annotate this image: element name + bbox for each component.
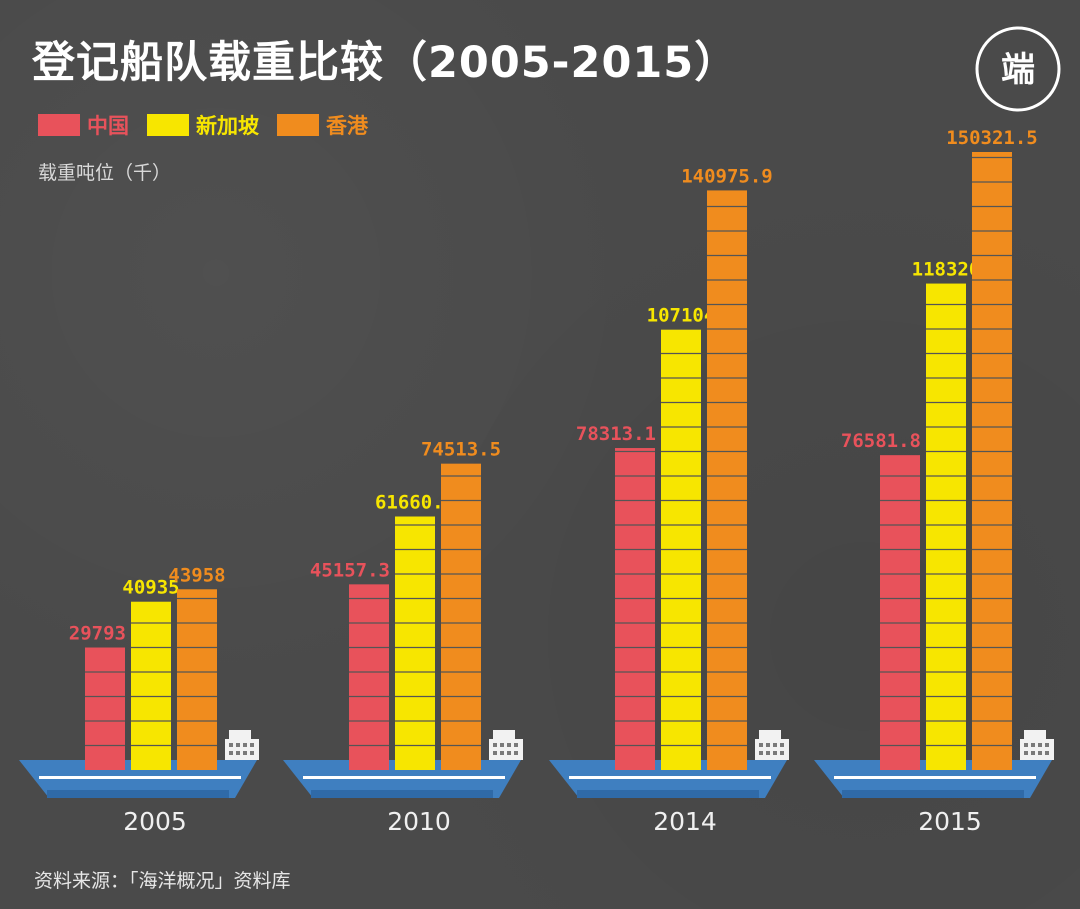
legend-item-singapore: 新加坡 — [147, 110, 259, 140]
bar-2015-2 — [972, 152, 1012, 770]
bar-2010-0 — [349, 584, 389, 770]
ship-stripe-2005 — [39, 776, 241, 779]
bar-group-2010: 45157.3 61660.4 74513.5 2010 — [283, 439, 523, 836]
bar-2005-0 — [85, 647, 125, 770]
legend-item-china: 中国 — [38, 110, 129, 140]
legend-label-singapore: 新加坡 — [196, 114, 259, 138]
ship-stripe-2014 — [569, 776, 771, 779]
y-axis-label: 载重吨位（千） — [38, 162, 172, 184]
legend-swatch-hongkong — [277, 114, 319, 136]
data-label-2010-1: 61660.4 — [375, 492, 455, 514]
bar-2014-2 — [707, 190, 747, 771]
category-label-2010: 2010 — [387, 807, 451, 836]
ship-bridge-icon — [489, 730, 523, 760]
bar-2010-2 — [441, 463, 481, 770]
data-label-2015-1: 118320 — [912, 259, 981, 281]
ship-stripe-2015 — [834, 776, 1036, 779]
bar-2005-1 — [131, 601, 171, 770]
legend-swatch-china — [38, 114, 80, 136]
ship-bridge-icon — [1020, 730, 1054, 760]
legend: 中国 新加坡 香港 — [38, 110, 368, 140]
legend-item-hongkong: 香港 — [277, 110, 368, 140]
legend-swatch-singapore — [147, 114, 189, 136]
category-label-2014: 2014 — [653, 807, 717, 836]
data-label-2014-0: 78313.1 — [576, 423, 656, 445]
ship-keel-2005 — [47, 790, 229, 798]
bar-2014-0 — [615, 448, 655, 770]
category-label-2015: 2015 — [918, 807, 982, 836]
ship-bridge-icon — [225, 730, 259, 760]
category-label-2005: 2005 — [123, 807, 187, 836]
data-label-2005-0: 29793 — [69, 623, 126, 645]
source-note: 资料来源：「海洋概况」资料库 — [34, 870, 291, 892]
chart-title: 登记船队载重比较（2005-2015） — [32, 38, 739, 88]
legend-label-hongkong: 香港 — [326, 114, 368, 138]
data-label-2010-0: 45157.3 — [310, 559, 390, 581]
logo-icon: 端 — [975, 26, 1061, 112]
legend-label-china: 中国 — [87, 114, 129, 138]
data-label-2005-1: 40935 — [122, 577, 179, 599]
ship-keel-2010 — [311, 790, 493, 798]
bar-2015-0 — [880, 455, 920, 770]
bar-group-2015: 76581.8 118320 150321.5 2015 — [814, 127, 1054, 836]
data-label-2015-0: 76581.8 — [841, 430, 921, 452]
data-label-2005-2: 43958 — [168, 564, 225, 586]
data-label-2014-2: 140975.9 — [681, 165, 773, 187]
bar-2005-2 — [177, 589, 217, 770]
ship-stripe-2010 — [303, 776, 505, 779]
bar-2010-1 — [395, 516, 435, 770]
data-label-2015-2: 150321.5 — [946, 127, 1038, 149]
ship-keel-2015 — [842, 790, 1024, 798]
ship-bridge-icon — [755, 730, 789, 760]
data-label-2014-1: 107104 — [647, 305, 716, 327]
logo-text: 端 — [1001, 50, 1035, 90]
bar-2015-1 — [926, 283, 966, 770]
ship-keel-2014 — [577, 790, 759, 798]
bar-group-2014: 78313.1 107104 140975.9 2014 — [549, 165, 789, 836]
data-label-2010-2: 74513.5 — [421, 439, 501, 461]
